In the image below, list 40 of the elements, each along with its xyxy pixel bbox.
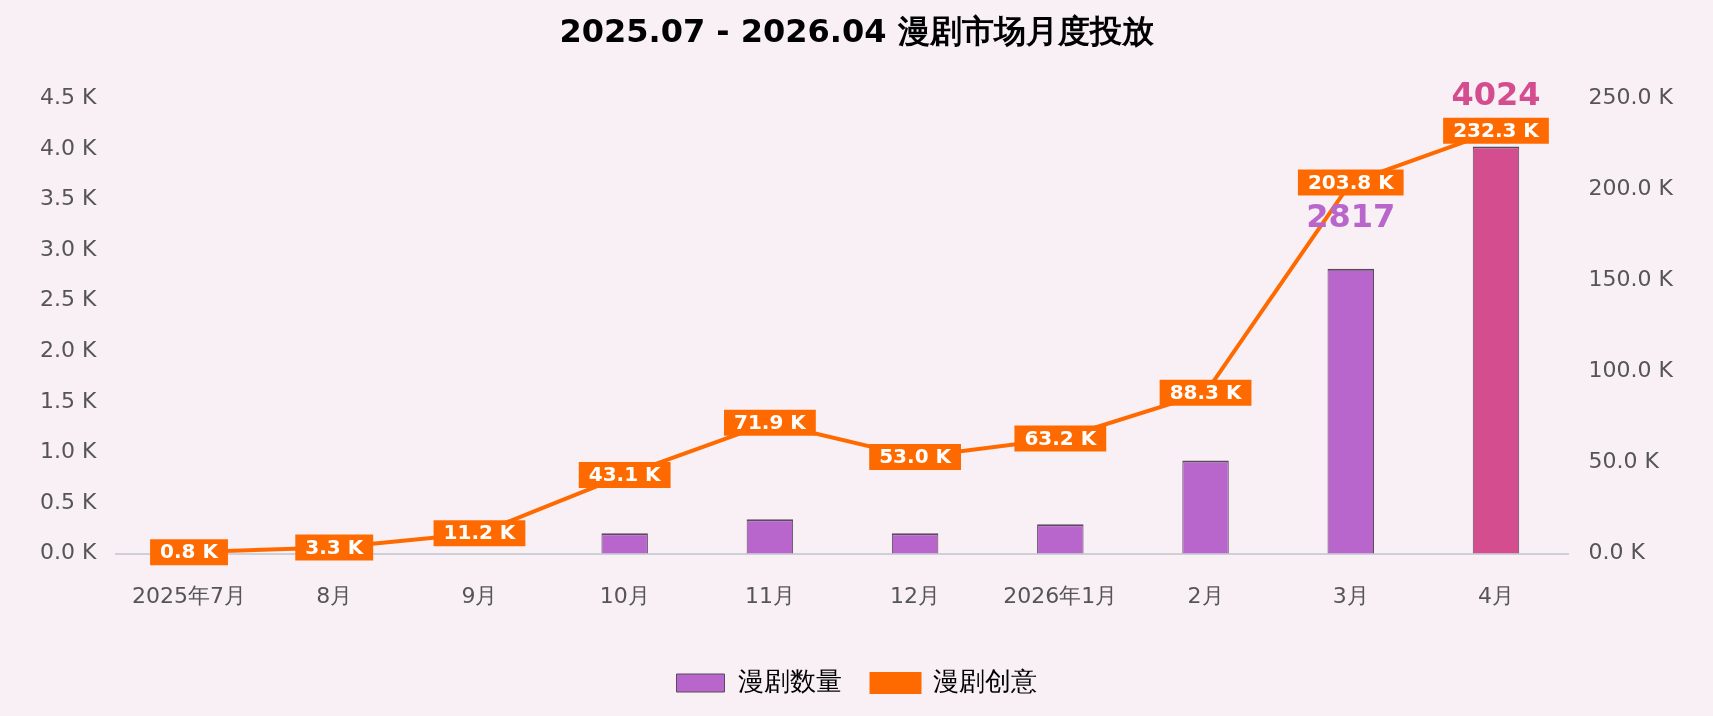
- y-tick-label: 1.0 K: [39, 438, 97, 464]
- x-tick-label: 3月: [1332, 582, 1369, 608]
- y2-tick-label: 100.0 K: [1588, 357, 1674, 383]
- data-label: 63.2 K: [1024, 425, 1098, 450]
- y-tick-label: 4.5 K: [39, 84, 97, 110]
- x-tick-label: 12月: [890, 582, 941, 608]
- y-tick-label: 3.5 K: [39, 185, 97, 211]
- x-tick-label: 2月: [1187, 582, 1224, 608]
- data-label: 43.1 K: [588, 462, 663, 487]
- data-label: 0.8 K: [160, 539, 220, 564]
- legend-label: 漫剧创意: [932, 665, 1037, 696]
- x-tick-label: 9月: [461, 582, 498, 608]
- x-tick-label: 2025年7月: [132, 582, 247, 608]
- y-tick-label: 4.0 K: [39, 134, 97, 160]
- data-label: 88.3 K: [1169, 380, 1243, 405]
- chart-title: 2025.07 - 2026.04 漫剧市场月度投放: [559, 11, 1155, 50]
- data-label: 53.0 K: [879, 444, 953, 469]
- y2-tick-label: 200.0 K: [1588, 175, 1674, 201]
- y-tick-label: 0.5 K: [39, 488, 97, 514]
- data-label: 232.3 K: [1453, 117, 1541, 142]
- y-tick-label: 1.5 K: [39, 387, 97, 413]
- x-tick-label: 4月: [1477, 582, 1514, 608]
- x-tick-label: 8月: [316, 582, 353, 608]
- data-label: 4024: [1451, 74, 1541, 113]
- y-tick-label: 0.0 K: [39, 539, 97, 565]
- y-tick-label: 2.0 K: [39, 337, 97, 363]
- data-label: 71.9 K: [733, 409, 808, 434]
- y2-tick-label: 150.0 K: [1588, 266, 1674, 292]
- y2-tick-label: 50.0 K: [1588, 448, 1660, 474]
- data-label: 203.8 K: [1307, 169, 1396, 194]
- y-tick-label: 3.0 K: [39, 235, 97, 261]
- data-label: 3.3 K: [305, 534, 365, 559]
- data-label: 11.2 K: [443, 520, 517, 545]
- legend-label: 漫剧数量: [737, 665, 842, 696]
- x-tick-label: 11月: [744, 582, 795, 608]
- x-tick-label: 2026年1月: [1003, 582, 1118, 608]
- y-tick-label: 2.5 K: [39, 286, 97, 312]
- y2-tick-label: 0.0 K: [1588, 539, 1646, 565]
- x-tick-label: 10月: [599, 582, 650, 608]
- y2-tick-label: 250.0 K: [1588, 84, 1674, 110]
